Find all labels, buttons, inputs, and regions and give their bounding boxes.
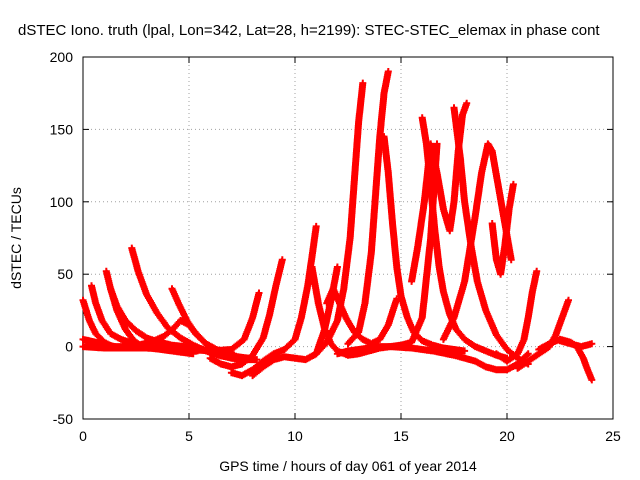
data-point-markers	[450, 104, 532, 368]
data-point-markers	[365, 343, 532, 374]
x-tick-label: 25	[605, 428, 621, 444]
x-axis-label: GPS time / hours of day 061 of year 2014	[219, 458, 477, 474]
data-series	[488, 180, 517, 278]
x-tick-label: 15	[393, 428, 409, 444]
data-series	[450, 104, 532, 368]
data-point-markers	[206, 256, 286, 371]
data-point-markers	[488, 180, 517, 278]
data-point-markers	[344, 68, 392, 348]
x-tick-label: 5	[185, 428, 193, 444]
chart-title: dSTEC Iono. truth (lpal, Lon=342, Lat=28…	[18, 22, 600, 39]
data-series	[365, 343, 532, 374]
data-marks	[79, 68, 596, 384]
data-point-markers	[492, 267, 541, 365]
data-series	[206, 256, 286, 371]
data-point-markers	[79, 289, 263, 355]
data-series	[79, 289, 263, 355]
plot-frame	[82, 56, 614, 420]
x-tick-label: 20	[499, 428, 515, 444]
y-tick-label: 100	[50, 194, 74, 210]
y-tick-label: 0	[65, 339, 73, 355]
y-tick-label: 150	[50, 121, 74, 137]
data-series	[492, 267, 541, 365]
x-tick-label: 10	[287, 428, 303, 444]
y-axis-label: dSTEC / TECUs	[8, 187, 24, 289]
data-point-markers	[312, 79, 367, 358]
data-series	[344, 68, 392, 348]
data-series	[556, 337, 596, 351]
data-series	[312, 79, 367, 358]
y-tick-label: 50	[57, 266, 73, 282]
data-point-markers	[556, 337, 596, 351]
y-tick-label: 200	[50, 49, 74, 65]
axis-ticks: 0 5 10 15 20 25 -50 0 50 100 150 200	[50, 49, 621, 444]
y-tick-label: -50	[53, 411, 73, 427]
x-tick-label: 0	[79, 428, 87, 444]
